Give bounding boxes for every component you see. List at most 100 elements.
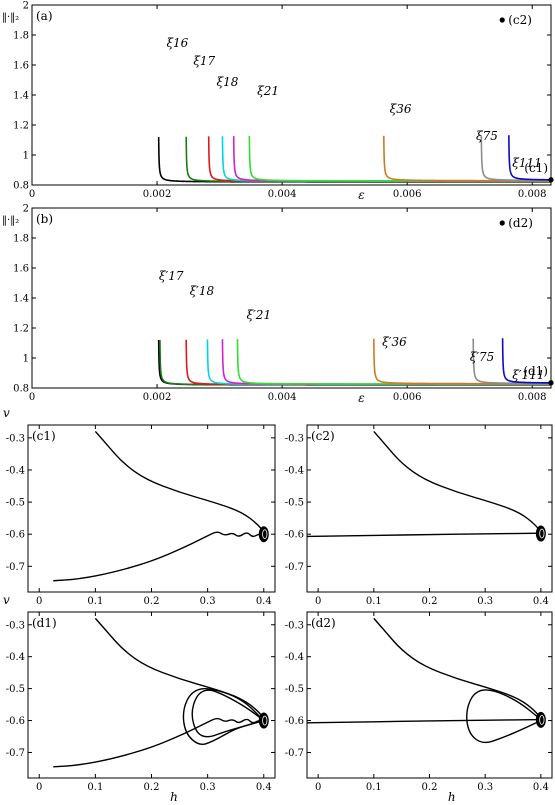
x-tick-label-d2-2: 0.2 — [422, 782, 438, 793]
panel-label-d1: (d1) — [32, 616, 57, 630]
plot-frame-d2 — [307, 612, 552, 778]
y-tick-label-c2-0: -0.3 — [285, 433, 304, 444]
y-tick-label-c1-4: -0.7 — [6, 562, 25, 573]
y-tick-label-b-0: 0.8 — [13, 384, 29, 395]
plot-frame-c2 — [307, 425, 552, 592]
x-tick-label-b-1: 0.002 — [143, 392, 172, 403]
x-axis-label-b: ε — [358, 391, 364, 405]
y-tick-label-b-1: 1 — [23, 354, 29, 365]
x-axis-label-a: ε — [358, 188, 364, 202]
y-tick-label-c2-3: -0.6 — [285, 530, 304, 541]
y-tick-label-d2-4: -0.7 — [285, 748, 304, 759]
marker-label-a-1: (c1) — [524, 161, 548, 175]
x-tick-label-a-2: 0.004 — [268, 189, 297, 200]
y-tick-label-c2-2: -0.5 — [285, 498, 304, 509]
y-tick-label-c1-2: -0.5 — [6, 498, 25, 509]
y-tick-label-c2-1: -0.4 — [285, 465, 304, 476]
x-tick-label-d1-1: 0.1 — [87, 782, 103, 793]
y-tick-label-a-6: 2 — [23, 1, 29, 12]
series-line-a-1 — [186, 137, 551, 182]
series-line-b-2 — [186, 340, 551, 385]
y-axis-label-d1: v — [3, 593, 10, 607]
x-tick-label-c2-1: 0.1 — [366, 596, 382, 607]
y-tick-label-d2-2: -0.5 — [285, 684, 304, 695]
y-tick-label-d1-2: -0.5 — [6, 684, 25, 695]
panel-d2: 0 0.1 0.2 0.3 0.4 -0.3 -0.4 -0.5 -0.6 -0.7 (d2) h — [285, 612, 552, 804]
marker-point-b-0 — [500, 220, 505, 225]
panel-a: 0 0.002 0.004 0.006 0.008 0.8 1 1.2 1.4 1.6 1.8 2 ξ1… — [2, 1, 554, 203]
y-tick-label-a-5: 1.8 — [13, 31, 29, 42]
x-tick-label-c1-2: 0.2 — [144, 596, 160, 607]
y-tick-label-b-6: 2 — [23, 204, 29, 215]
panel-label-c1: (c1) — [32, 429, 56, 443]
trajectory-c1-0 — [95, 431, 263, 532]
y-tick-label-d1-0: -0.3 — [6, 620, 25, 631]
series-label-a-6: ξ36 — [390, 102, 412, 116]
x-tick-label-c1-4: 0.4 — [256, 596, 272, 607]
series-label-a-1: ξ17 — [193, 54, 215, 68]
x-tick-label-d2-3: 0.3 — [477, 782, 493, 793]
marker-point-b-1 — [548, 380, 553, 385]
trajectory-c2-0 — [374, 431, 541, 532]
x-tick-label-c2-0: 0 — [315, 596, 321, 607]
y-tick-label-d2-0: -0.3 — [285, 620, 304, 631]
y-tick-label-b-3: 1.4 — [13, 294, 29, 305]
panel-label-a: (a) — [36, 9, 53, 23]
x-tick-label-b-2: 0.004 — [268, 392, 297, 403]
series-label-b-3: ξ′18 — [190, 284, 215, 298]
x-tick-label-b-4: 0.008 — [518, 392, 547, 403]
x-axis-label-d1: h — [170, 790, 178, 804]
y-tick-label-d2-3: -0.6 — [285, 716, 304, 727]
trajectory-d2-2 — [467, 690, 541, 743]
x-tick-label-b-0: 0 — [29, 392, 35, 403]
x-tick-label-c1-3: 0.3 — [200, 596, 216, 607]
trajectory-d1-3 — [192, 690, 264, 737]
x-tick-label-a-4: 0.008 — [518, 189, 547, 200]
x-tick-label-c1-1: 0.1 — [87, 596, 103, 607]
marker-label-b-0: (d2) — [508, 216, 533, 230]
plot-frame-d1 — [28, 612, 275, 778]
panel-label-d2: (d2) — [311, 616, 336, 630]
x-tick-label-d1-0: 0 — [36, 782, 42, 793]
x-tick-label-d1-2: 0.2 — [144, 782, 160, 793]
series-line-a-5 — [249, 136, 551, 181]
series-label-a-7: ξ75 — [476, 129, 498, 143]
y-tick-label-a-1: 1 — [23, 151, 29, 162]
series-label-a-2: ξ18 — [216, 75, 238, 89]
trajectory-c1-1 — [53, 532, 264, 581]
series-line-a-0 — [159, 137, 552, 182]
y-tick-label-b-5: 1.8 — [13, 234, 29, 245]
y-tick-label-a-2: 1.2 — [13, 121, 29, 132]
trajectory-d2-0 — [374, 618, 541, 719]
series-label-b-6: ξ′36 — [382, 335, 407, 349]
x-tick-label-c2-2: 0.2 — [422, 596, 438, 607]
panel-label-b: (b) — [36, 212, 53, 226]
x-tick-label-d1-3: 0.3 — [200, 782, 216, 793]
marker-point-a-0 — [500, 17, 505, 22]
panel-c2: 0 0.1 0.2 0.3 0.4 -0.3 -0.4 -0.5 -0.6 -0.7 (c2) — [285, 425, 552, 607]
trajectory-c2-1 — [307, 533, 541, 536]
plot-frame-a — [32, 5, 551, 185]
trajectory-d1-1 — [53, 719, 264, 767]
y-tick-label-a-0: 0.8 — [13, 181, 29, 192]
panel-b: 0 0.002 0.004 0.006 0.008 0.8 1 1.2 1.4 1.6 1.8 2 ξ′… — [2, 204, 554, 406]
y-tick-label-b-2: 1.2 — [13, 324, 29, 335]
series-label-b-5: ξ′21 — [246, 308, 271, 322]
x-tick-label-d1-4: 0.4 — [256, 782, 272, 793]
x-tick-label-d2-4: 0.4 — [533, 782, 549, 793]
x-tick-label-a-0: 0 — [29, 189, 35, 200]
x-tick-label-c2-4: 0.4 — [533, 596, 549, 607]
series-label-a-5: ξ21 — [257, 84, 279, 98]
y-tick-label-c2-4: -0.7 — [285, 562, 304, 573]
x-axis-label-d2: h — [448, 790, 456, 804]
series-label-a-0: ξ16 — [166, 36, 188, 50]
y-tick-label-d1-1: -0.4 — [6, 652, 25, 663]
y-tick-label-c1-1: -0.4 — [6, 465, 25, 476]
series-line-a-2 — [209, 136, 552, 181]
y-axis-label-b: ‖·‖₂ — [2, 215, 19, 226]
y-tick-label-b-4: 1.6 — [13, 264, 29, 275]
trajectory-d2-1 — [307, 720, 541, 723]
y-tick-label-c1-0: -0.3 — [6, 433, 25, 444]
marker-point-a-1 — [548, 177, 553, 182]
